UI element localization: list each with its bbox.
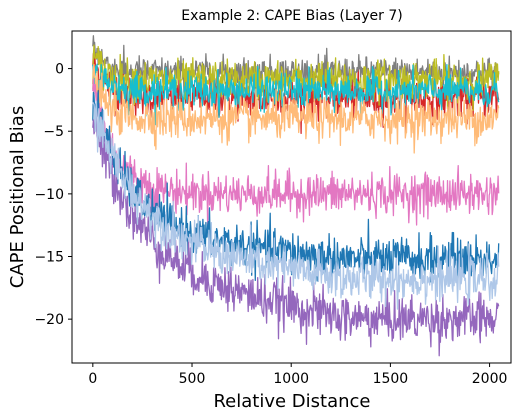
- plot-frame: [71, 30, 512, 364]
- y-tick-label: −15: [34, 250, 64, 266]
- x-tick-label: 2000: [472, 371, 508, 387]
- series-layer: [92, 35, 500, 357]
- x-axis-label: Relative Distance: [213, 391, 370, 412]
- series-line-8: [92, 100, 500, 310]
- y-tick-label: −10: [34, 187, 64, 203]
- chart-title: Example 2: CAPE Bias (Layer 7): [181, 8, 402, 24]
- ticks-layer: 0 500 1000 1500 2000 0 −5 −10 −15 −20: [34, 62, 507, 387]
- x-tick-label: 1000: [273, 371, 309, 387]
- series-line-4: [92, 63, 500, 154]
- x-tick-label: 1500: [373, 371, 409, 387]
- series-line-7: [92, 108, 500, 357]
- x-tick-label: 500: [179, 371, 206, 387]
- series-line-5: [92, 78, 500, 229]
- y-tick-label: −20: [34, 312, 64, 328]
- y-axis-label: CAPE Positional Bias: [7, 106, 28, 288]
- y-tick-label: 0: [55, 62, 64, 78]
- x-tick-label: 0: [88, 371, 97, 387]
- y-tick-label: −5: [43, 124, 64, 140]
